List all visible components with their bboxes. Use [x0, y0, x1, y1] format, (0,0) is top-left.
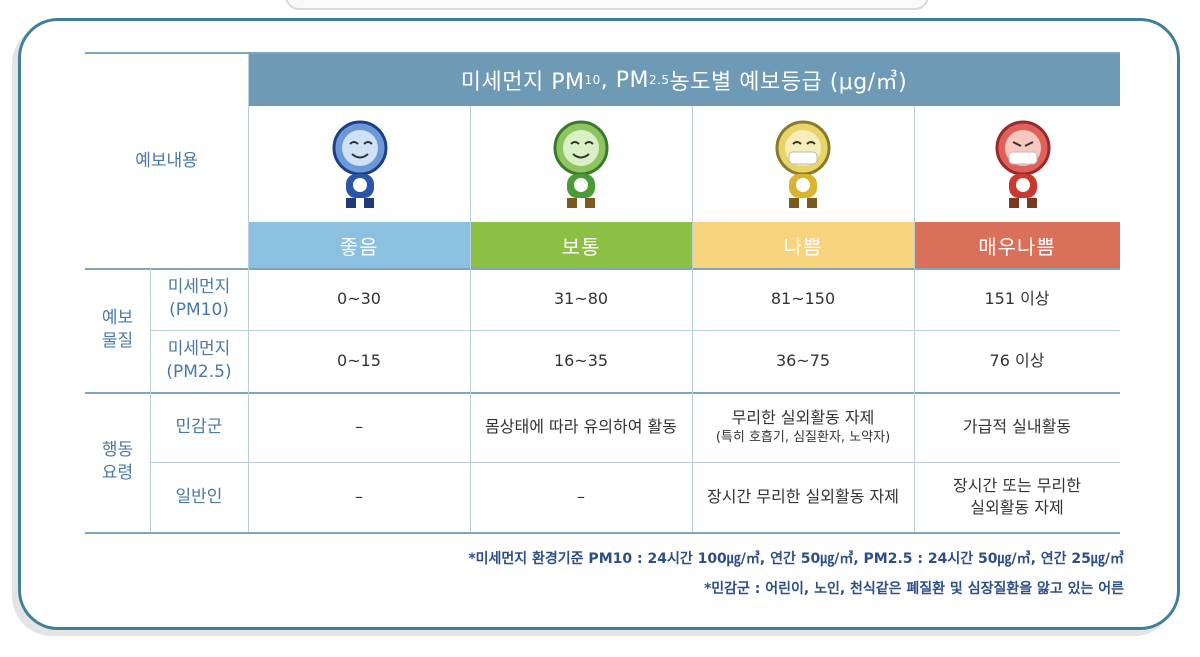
- grade-bad: 나쁨: [692, 222, 914, 268]
- pm25-very-bad-value: 76 이상: [989, 351, 1045, 371]
- title-sub-pm25: 2.5: [648, 73, 670, 87]
- grade-very-bad: 매우나쁨: [914, 222, 1120, 268]
- grid-line: [692, 106, 693, 532]
- pm25-bad-value: 36~75: [775, 351, 831, 371]
- section-forecast-material: 예보 물질: [101, 308, 134, 351]
- title-text-3: 농도별 예보등급 (μg/㎥): [669, 70, 908, 95]
- title-text-1: 미세먼지 PM: [460, 70, 585, 95]
- normal-mascot-icon: [553, 120, 609, 208]
- grid-bottom-line: [85, 532, 1120, 534]
- grid-line: [470, 106, 471, 532]
- grid-line: [150, 462, 1120, 463]
- grid-line: [914, 106, 915, 532]
- footnote-sensitive-group: *민감군 : 어린이, 노인, 천식같은 폐질환 및 심장질환을 앓고 있는 어…: [703, 581, 1124, 597]
- pm10-very-bad-value: 151 이상: [984, 289, 1050, 309]
- very-bad-mascot-icon: [995, 120, 1051, 208]
- general-bad-action: 장시간 무리한 실외활동 자제: [707, 487, 899, 507]
- row-label-sensitive: 민감군: [175, 416, 223, 437]
- grid-line: [85, 392, 1120, 394]
- title-text-2: , PM: [600, 67, 649, 93]
- row-label-pm10: 미세먼지 (PM10): [167, 277, 231, 320]
- grid-line: [150, 268, 151, 532]
- general-good-action: –: [355, 487, 363, 507]
- good-mascot-icon: [332, 120, 388, 208]
- bad-mascot-icon: [775, 120, 831, 208]
- sensitive-very-bad-action: 가급적 실내활동: [962, 417, 1072, 437]
- forecast-card: [18, 18, 1180, 630]
- title-sub-pm10: 10: [584, 73, 601, 87]
- grid-line: [85, 268, 1120, 270]
- sensitive-bad-action-cell: 무리한 실외활동 자제 (특히 호흡기, 심질환자, 노약자): [692, 392, 914, 462]
- sensitive-normal-action: 몸상태에 따라 유의하여 활동: [485, 417, 677, 437]
- sensitive-good-action: –: [355, 417, 363, 437]
- grade-normal: 보통: [470, 222, 692, 268]
- pm10-bad-value: 81~150: [770, 289, 836, 309]
- sensitive-bad-action-note: (특히 호흡기, 심질환자, 노약자): [715, 430, 891, 446]
- pm10-normal-value: 31~80: [553, 289, 609, 309]
- header-forecast-content: 예보내용: [135, 150, 198, 171]
- top-tab-decoration: [285, 0, 929, 10]
- row-label-general: 일반인: [175, 486, 223, 507]
- section-action-guide: 행동 요령: [101, 440, 134, 483]
- pm25-normal-value: 16~35: [553, 351, 609, 371]
- pm25-good-value: 0~15: [337, 351, 381, 371]
- pm10-good-value: 0~30: [337, 289, 381, 309]
- sensitive-bad-action: 무리한 실외활동 자제: [731, 408, 875, 428]
- grid-line: [150, 330, 1120, 331]
- table-title: 미세먼지 PM 10, PM 2.5 농도별 예보등급 (μg/㎥): [248, 54, 1120, 106]
- row-label-pm25: 미세먼지 (PM2.5): [166, 339, 232, 382]
- general-very-bad-action: 장시간 또는 무리한 실외활동 자제: [953, 476, 1081, 517]
- footnote-standard: *미세먼지 환경기준 PM10 : 24시간 100㎍/㎥, 연간 50㎍/㎥,…: [468, 551, 1124, 567]
- grid-line: [248, 54, 249, 532]
- grid-top-line: [85, 52, 1120, 54]
- general-normal-action: –: [577, 487, 585, 507]
- grade-good: 좋음: [248, 222, 470, 268]
